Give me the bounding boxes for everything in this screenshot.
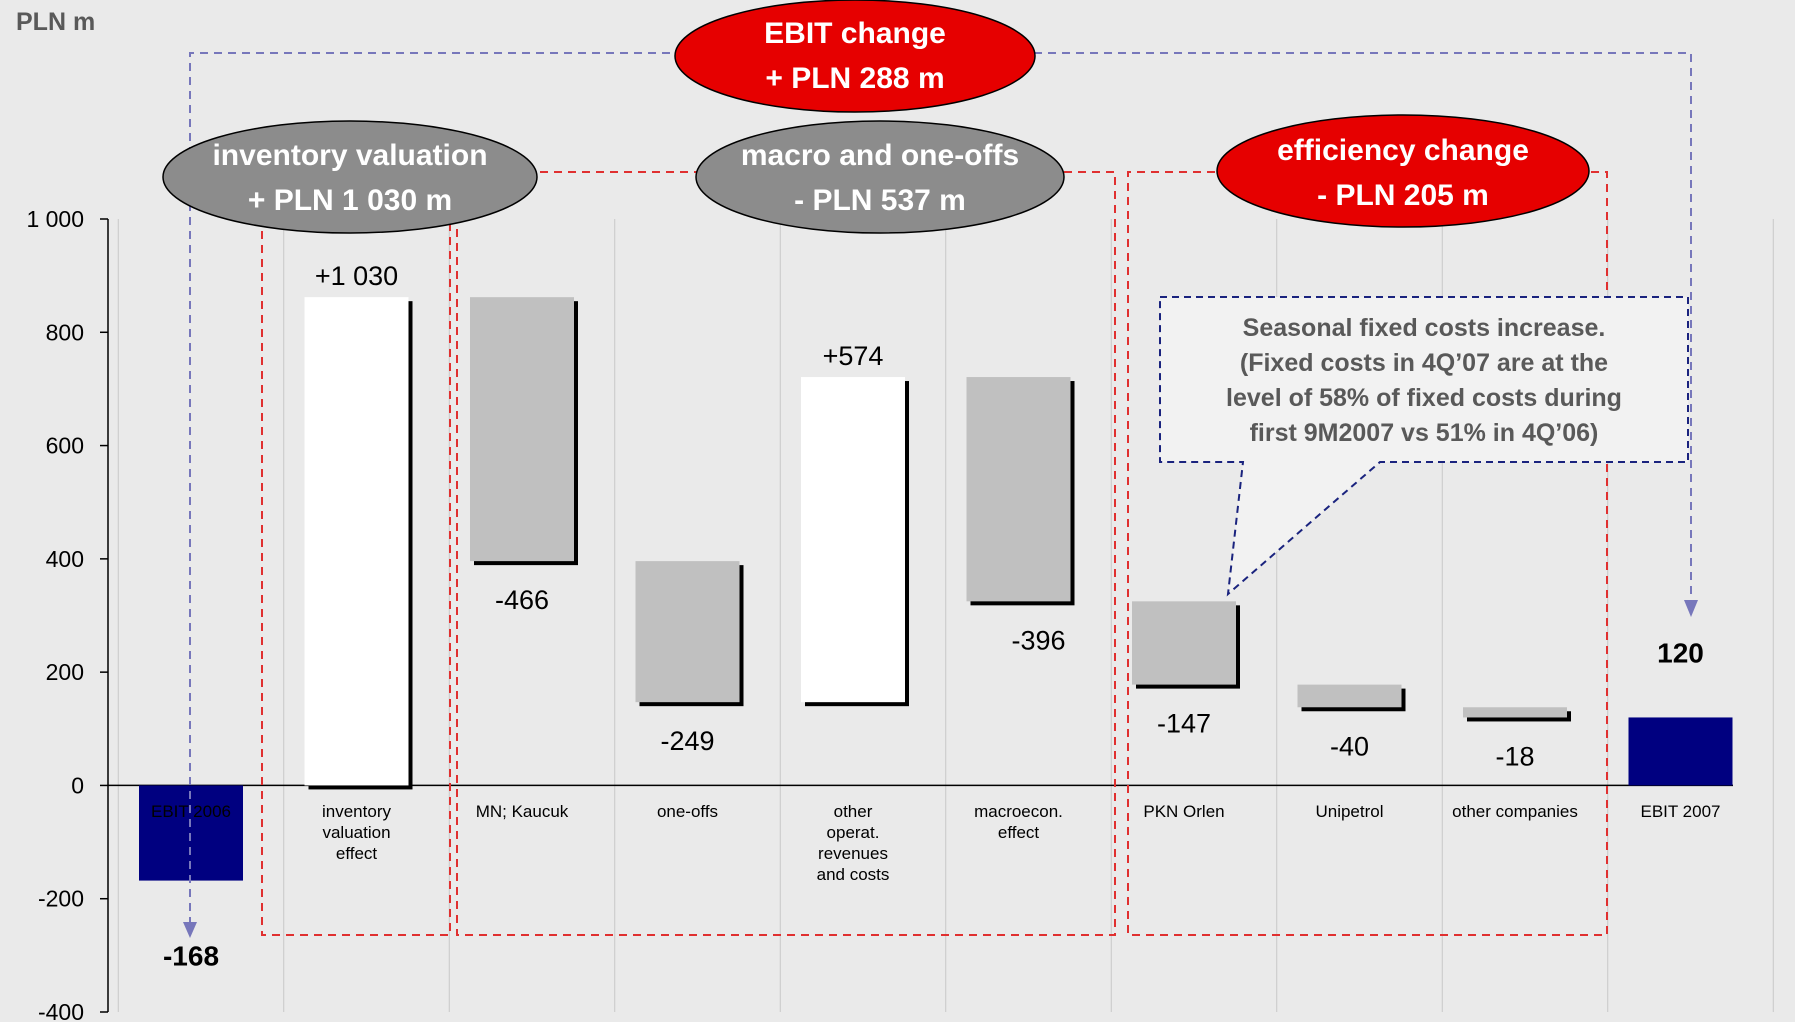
bar xyxy=(966,377,1071,602)
data-labels: -168 +1 030 -466 -249 +574 -396 -147 -40 -18 120 xyxy=(163,261,1704,971)
bar xyxy=(1132,601,1236,685)
y-tick-label: 600 xyxy=(46,433,84,459)
seasonal-costs-callout: Seasonal fixed costs increase. (Fixed co… xyxy=(1159,296,1689,597)
ebit-change-ellipse-shape xyxy=(674,0,1036,113)
inventory-valuation-ellipse-shape xyxy=(162,120,538,234)
ebit-2006-arrowhead xyxy=(183,922,197,938)
y-tick-label: 1 000 xyxy=(26,206,84,232)
unit-label: PLN m xyxy=(16,8,95,36)
bar xyxy=(470,297,574,562)
inventory-group-box xyxy=(261,217,451,936)
category-label: other operat. revenues and costs xyxy=(817,802,890,884)
efficiency-change-ellipse-shape xyxy=(1216,114,1590,228)
y-tick-label: 400 xyxy=(46,546,84,572)
data-label: +1 030 xyxy=(315,261,398,291)
data-label: -466 xyxy=(495,585,549,615)
category-label: one-offs xyxy=(657,802,718,821)
bar xyxy=(801,377,905,703)
data-label: -249 xyxy=(660,726,714,756)
data-label: -18 xyxy=(1495,741,1534,771)
y-tick-label: -200 xyxy=(38,886,84,912)
bar xyxy=(635,561,740,703)
inventory-valuation-line1: inventory valuation xyxy=(212,139,487,172)
efficiency-change-line1: efficiency change xyxy=(1277,134,1529,167)
category-label: macroecon. effect xyxy=(974,802,1063,842)
y-tick-label: 800 xyxy=(46,319,84,345)
inventory-valuation-ellipse: inventory valuation + PLN 1 030 m xyxy=(162,120,538,234)
data-label: +574 xyxy=(823,341,884,371)
category-label: Unipetrol xyxy=(1315,802,1383,821)
y-tick-label: -400 xyxy=(38,999,84,1022)
ebit-change-line1: EBIT change xyxy=(764,17,946,50)
ebit-change-ellipse: EBIT change + PLN 288 m xyxy=(674,0,1036,113)
bar xyxy=(1628,717,1733,786)
callout-box xyxy=(1159,296,1689,597)
bar xyxy=(1297,684,1402,708)
data-label: -147 xyxy=(1157,709,1211,739)
category-label: PKN Orlen xyxy=(1143,802,1224,821)
y-tick-label: 0 xyxy=(71,772,84,798)
callout-line-4: first 9M2007 vs 51% in 4Q’06) xyxy=(1250,419,1599,447)
macro-oneoffs-line2: - PLN 537 m xyxy=(794,184,966,217)
category-label: inventory valuation effect xyxy=(322,802,391,863)
data-label: -40 xyxy=(1330,731,1369,761)
y-tick-label: 200 xyxy=(46,659,84,685)
category-label: other companies xyxy=(1452,802,1578,821)
bar xyxy=(1463,707,1567,718)
data-label: -396 xyxy=(1011,625,1065,655)
efficiency-group-box xyxy=(1127,171,1608,936)
macro-oneoffs-ellipse: macro and one-offs - PLN 537 m xyxy=(695,120,1065,234)
macro-oneoffs-line1: macro and one-offs xyxy=(741,139,1019,172)
ebit-2007-arrowhead xyxy=(1684,600,1698,617)
inventory-valuation-line2: + PLN 1 030 m xyxy=(248,184,452,217)
bar xyxy=(304,297,409,786)
callout-line-2: (Fixed costs in 4Q’07 are at the xyxy=(1240,349,1608,377)
y-axis: 1 000 800 600 400 200 0 -200 -400 xyxy=(26,206,1733,1022)
data-label: 120 xyxy=(1657,637,1704,668)
category-label: MN; Kaucuk xyxy=(476,802,569,821)
macro-oneoffs-ellipse-shape xyxy=(695,120,1065,234)
ebit-change-line2: + PLN 288 m xyxy=(765,62,944,95)
callout-line-3: level of 58% of fixed costs during xyxy=(1226,384,1622,412)
data-label: -168 xyxy=(163,941,219,972)
efficiency-change-line2: - PLN 205 m xyxy=(1317,179,1489,212)
ebit-connector xyxy=(189,52,1692,925)
macro-group-box xyxy=(456,171,1116,936)
efficiency-change-ellipse: efficiency change - PLN 205 m xyxy=(1216,114,1590,228)
callout-line-1: Seasonal fixed costs increase. xyxy=(1243,314,1606,342)
category-label: EBIT 2007 xyxy=(1640,802,1720,821)
